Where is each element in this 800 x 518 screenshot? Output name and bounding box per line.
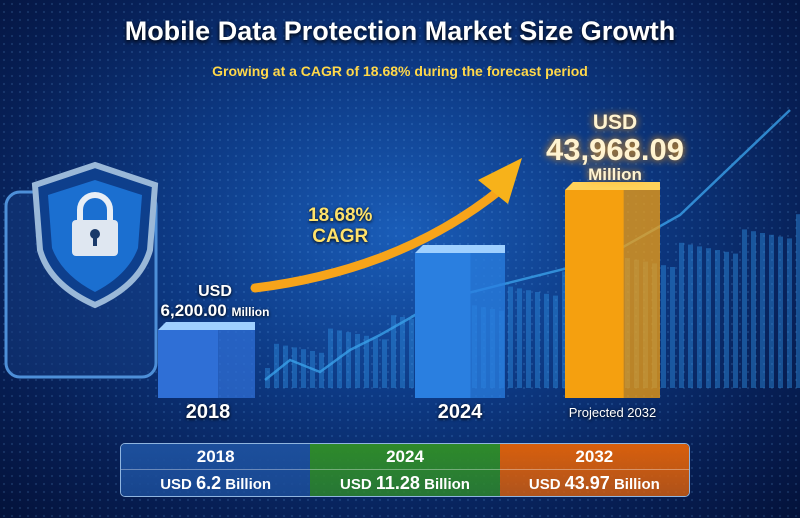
year: 2024 <box>310 444 500 470</box>
background-bar <box>373 337 378 388</box>
background-bar <box>742 229 747 388</box>
background-bar <box>535 292 540 388</box>
currency: USD <box>198 283 232 300</box>
cagr-value: 18.68% <box>308 205 373 226</box>
summary-table: 2018 USD 6.2 Billion 2024 USD 11.28 Bill… <box>120 443 690 497</box>
value-label-2032: USD 43,968.09 Million <box>530 112 700 184</box>
background-bar <box>283 345 288 388</box>
background-bar <box>778 236 783 388</box>
background-bar <box>517 288 522 388</box>
background-bar <box>292 347 297 388</box>
bar-face <box>565 190 624 398</box>
suffix: Billion <box>225 476 272 493</box>
background-bar <box>346 332 351 388</box>
bar-face <box>623 190 660 398</box>
suffix: Billion <box>613 476 660 493</box>
background-bar <box>769 234 774 388</box>
background-bar <box>274 343 279 388</box>
background-bar <box>697 246 702 388</box>
cagr-text: CAGR <box>312 226 369 247</box>
amount: 11.28 <box>375 473 420 493</box>
chart-subtitle: Growing at a CAGR of 18.68% during the f… <box>212 63 588 79</box>
x-tick-label: 2024 <box>437 401 483 423</box>
bar-face <box>158 330 219 398</box>
background-bar <box>382 339 387 388</box>
year: 2032 <box>499 444 689 470</box>
bar-2024 <box>415 245 505 398</box>
background-bar <box>391 315 396 388</box>
background-bar <box>553 295 558 388</box>
background-bar <box>733 253 738 388</box>
unit: Million <box>588 165 642 184</box>
x-tick-label: 2018 <box>185 401 231 423</box>
background-bar <box>409 318 414 388</box>
value-label-2018: USD 6,200.00 Million <box>145 283 285 321</box>
background-bar <box>760 233 765 388</box>
background-bar <box>562 271 567 388</box>
value: 6,200.00 <box>160 301 227 320</box>
prefix: USD <box>528 476 561 493</box>
currency: USD <box>592 111 638 134</box>
background-bar <box>364 335 369 388</box>
bar-face <box>565 182 660 190</box>
bar-face <box>470 253 505 398</box>
bar-projected-2032 <box>565 182 660 398</box>
background-bar <box>787 238 792 388</box>
background-bar <box>301 349 306 388</box>
bar-face <box>158 322 255 330</box>
background-bar <box>526 290 531 388</box>
unit: Million <box>231 305 270 319</box>
amount: 6.2 <box>196 473 222 493</box>
bar-2018 <box>158 322 255 398</box>
cagr-label: 18.68% CAGR <box>308 205 372 247</box>
amount: 43.97 <box>564 473 610 493</box>
background-bar <box>679 242 684 388</box>
summary-cell-2018: 2018 USD 6.2 Billion <box>121 444 311 496</box>
x-tick-label: Projected 2032 <box>568 405 657 420</box>
summary-cell-2024: 2024 USD 11.28 Billion <box>310 444 500 496</box>
summary-cell-2032: 2032 USD 43.97 Billion <box>499 444 689 496</box>
bar-face <box>218 330 255 398</box>
background-bar <box>715 250 720 388</box>
background-bar <box>751 231 756 388</box>
chart-title: Mobile Data Protection Market Size Growt… <box>124 16 676 46</box>
background-bar <box>508 286 513 388</box>
background-bar <box>661 265 666 388</box>
year: 2018 <box>121 444 311 470</box>
background-bar <box>688 244 693 388</box>
prefix: USD <box>160 476 192 493</box>
background-bar <box>796 214 800 388</box>
suffix: Billion <box>424 476 470 493</box>
background-bar <box>544 293 549 388</box>
background-bar <box>355 334 360 388</box>
shield-lock-icon <box>31 161 159 309</box>
background-bar <box>328 328 333 388</box>
value: 43,968.09 <box>546 132 684 167</box>
background-bar <box>670 267 675 388</box>
bar-face <box>415 253 471 398</box>
background-bar <box>724 251 729 388</box>
bar-face <box>415 245 505 253</box>
background-bar <box>706 248 711 388</box>
background-bar <box>400 317 405 388</box>
growth-arrow-icon <box>250 158 522 293</box>
prefix: USD <box>340 476 372 493</box>
